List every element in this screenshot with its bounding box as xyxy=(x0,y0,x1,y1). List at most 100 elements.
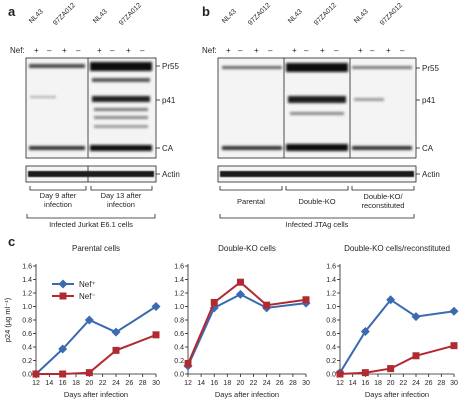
data-point-square xyxy=(152,331,160,339)
x-tick-label: 30 xyxy=(152,380,160,387)
nef-sign: – xyxy=(304,46,309,55)
nef-sign: + xyxy=(226,46,231,55)
band-label: p41 xyxy=(162,96,176,105)
nef-sign: + xyxy=(62,46,67,55)
x-tick-label: 28 xyxy=(437,380,445,387)
nef-sign: + xyxy=(358,46,363,55)
y-tick-label: 1.6 xyxy=(174,264,184,271)
band-label: CA xyxy=(422,144,434,153)
nef-sign: – xyxy=(47,46,52,55)
x-axis-label: Days after infection xyxy=(64,390,128,399)
y-tick-label: 0.2 xyxy=(22,358,32,365)
x-tick-label: 20 xyxy=(85,380,93,387)
y-tick-label: 1.2 xyxy=(326,291,336,298)
x-axis-label: Days after infection xyxy=(365,390,429,399)
data-point-diamond xyxy=(111,327,121,337)
data-point-square xyxy=(32,370,40,378)
data-point-square xyxy=(85,369,93,377)
data-point-diamond xyxy=(151,302,161,311)
series-line xyxy=(187,280,307,365)
nef-sign: – xyxy=(334,46,339,55)
band-label: Actin xyxy=(162,170,180,179)
group-label: Day 9 after infection xyxy=(39,191,77,209)
x-axis-label: Days after infection xyxy=(215,390,279,399)
y-tick-label: 0.8 xyxy=(174,318,184,325)
blot-b-main xyxy=(217,57,417,159)
blot-a-main xyxy=(25,57,157,159)
panel-a-label: a xyxy=(8,4,16,19)
x-tick-label: 12 xyxy=(336,380,344,387)
y-tick-label: 1.4 xyxy=(326,277,336,284)
y-tick-label: 1.6 xyxy=(326,264,336,271)
nef-sign: + xyxy=(292,46,297,55)
y-tick-label: 1.2 xyxy=(22,291,32,298)
y-tick-label: 1.4 xyxy=(22,277,32,284)
x-tick-label: 22 xyxy=(250,380,258,387)
band-label: Pr55 xyxy=(162,62,179,71)
x-tick-label: 28 xyxy=(139,380,147,387)
chart-title: Parental cells xyxy=(72,244,120,253)
y-tick-label: 0.4 xyxy=(174,345,184,352)
series-line xyxy=(35,305,157,375)
y-tick-label: 1.0 xyxy=(326,304,336,311)
data-point-square xyxy=(236,278,244,286)
x-tick-label: 24 xyxy=(412,380,420,387)
group-label: Double-KO/ reconstituted xyxy=(361,192,405,210)
data-point-diamond xyxy=(84,315,94,325)
legend-marker-square xyxy=(59,292,67,300)
legend-label: Nef⁻ xyxy=(79,292,96,301)
x-tick-label: 22 xyxy=(399,380,407,387)
data-point-square xyxy=(302,296,310,304)
x-tick-label: 14 xyxy=(349,380,357,387)
group-label: Day 13 after infection xyxy=(100,191,142,209)
nef-label: Nef: xyxy=(202,46,217,55)
x-tick-label: 30 xyxy=(302,380,310,387)
nef-sign: + xyxy=(320,46,325,55)
band-label: Pr55 xyxy=(422,64,439,73)
nef-sign: + xyxy=(126,46,131,55)
nef-sign: + xyxy=(97,46,102,55)
x-tick-label: 18 xyxy=(223,380,231,387)
data-point-square xyxy=(387,365,395,373)
data-point-square xyxy=(361,369,369,377)
series-line xyxy=(339,344,455,375)
data-point-square xyxy=(412,352,420,360)
y-tick-label: 0.4 xyxy=(326,345,336,352)
panel-a-band-ticks xyxy=(156,65,160,175)
panel-c-label: c xyxy=(8,234,16,249)
nef-label: Nef: xyxy=(10,46,25,55)
x-tick-label: 26 xyxy=(425,380,433,387)
data-point-diamond xyxy=(449,306,459,316)
panel-b-group-brackets xyxy=(219,186,415,219)
panel-b-label: b xyxy=(202,4,210,19)
y-tick-label: 1.0 xyxy=(22,304,32,311)
y-tick-label: 1.4 xyxy=(174,277,184,284)
x-tick-label: 12 xyxy=(32,380,40,387)
y-tick-label: 1.0 xyxy=(174,304,184,311)
group-label: Parental xyxy=(237,197,265,206)
y-tick-label: 1.2 xyxy=(174,291,184,298)
data-point-diamond xyxy=(386,295,396,305)
data-point-diamond xyxy=(360,326,370,336)
y-tick-label: 0.0 xyxy=(174,372,184,379)
series-line xyxy=(36,333,157,375)
data-point-square xyxy=(210,298,218,306)
data-point-diamond xyxy=(58,344,68,354)
series-line xyxy=(187,293,307,367)
data-point-square xyxy=(59,370,67,378)
data-point-diamond xyxy=(235,289,245,299)
footer-label: Infected JTAg cells xyxy=(285,220,349,229)
nef-sign: – xyxy=(76,46,81,55)
nef-sign: – xyxy=(238,46,243,55)
chart-title: Double-KO cells/reconstituted xyxy=(344,244,450,253)
data-point-square xyxy=(336,370,344,378)
nef-sign: – xyxy=(110,46,115,55)
y-tick-label: 0.8 xyxy=(22,318,32,325)
y-axis-label: p24 (µg ml⁻¹) xyxy=(3,297,12,342)
x-tick-label: 12 xyxy=(184,380,192,387)
panel-a-group-brackets xyxy=(26,186,156,219)
data-point-square xyxy=(184,360,192,368)
legend-marker-diamond xyxy=(58,279,68,289)
x-tick-label: 18 xyxy=(72,380,80,387)
nef-sign: + xyxy=(254,46,259,55)
